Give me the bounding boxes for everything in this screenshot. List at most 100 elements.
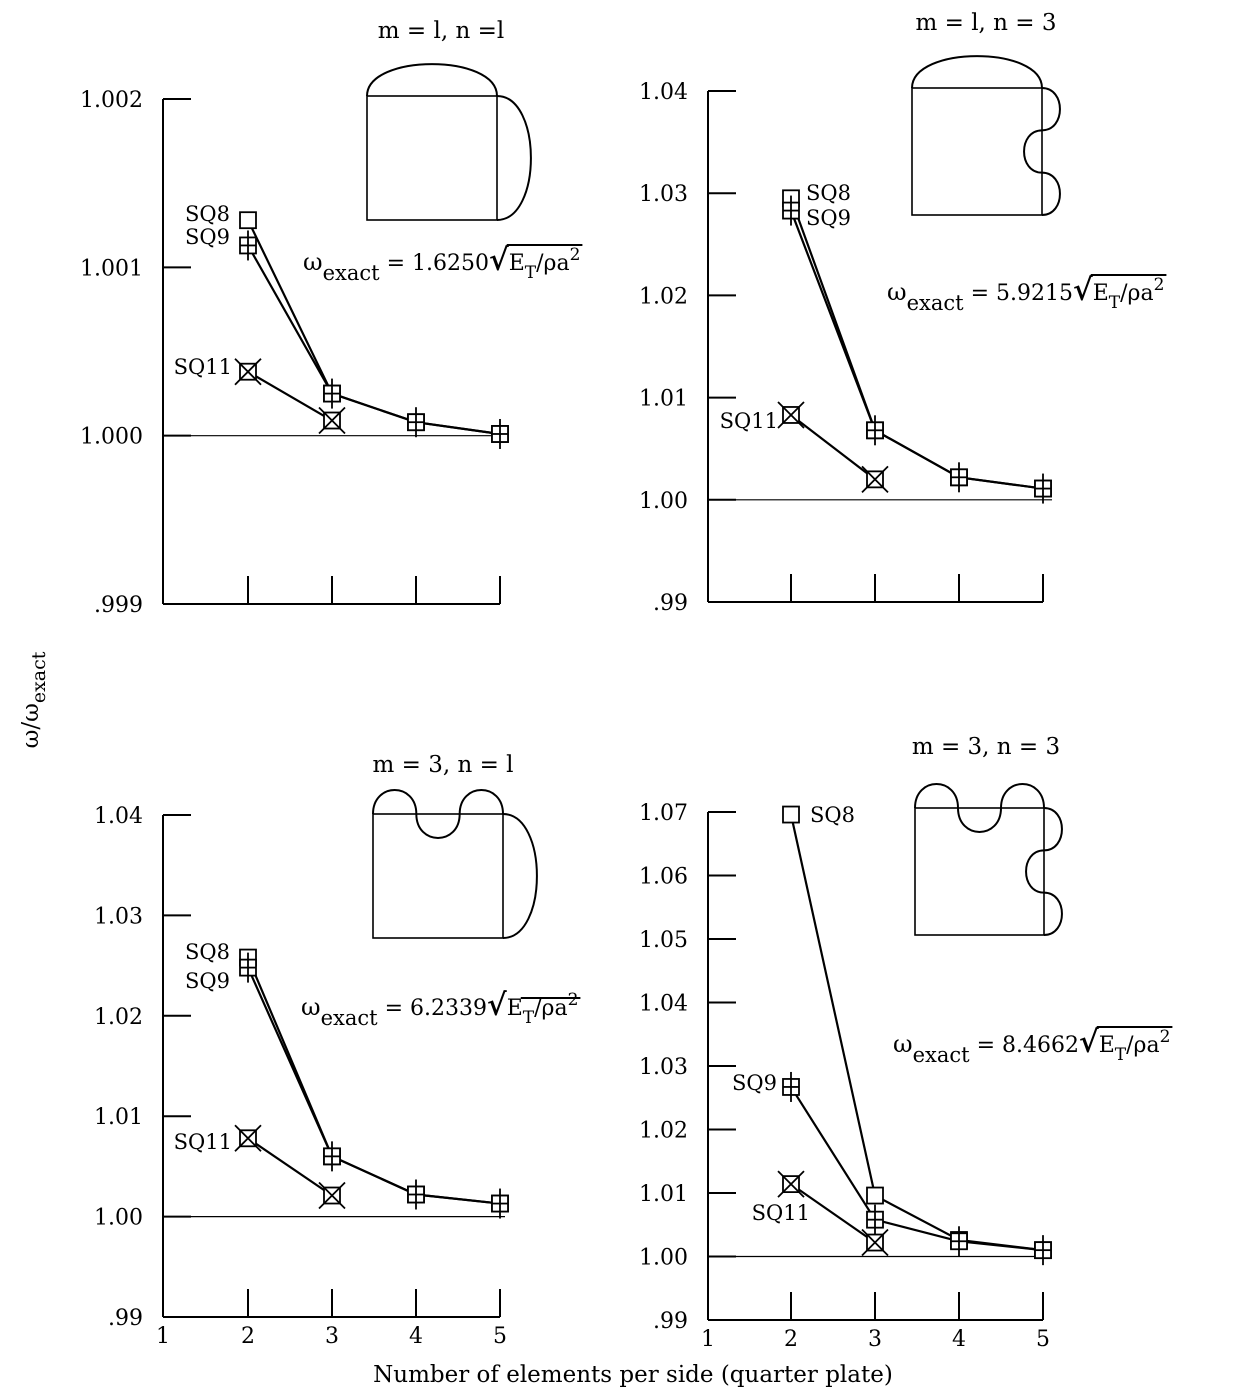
mode-shape-inset: [372, 789, 538, 939]
panel-title: m = l, n = 3: [915, 10, 1056, 36]
marker-x-diagonal: [234, 358, 262, 386]
x-tick-label: 4: [952, 1327, 966, 1352]
data-point-sq11: [318, 406, 346, 435]
series-label-sq9: SQ9: [732, 1071, 777, 1095]
omega-symbol: ω: [301, 993, 321, 1021]
data-point-sq9: [239, 230, 257, 261]
mode-shape-top-wave: [372, 789, 504, 839]
mode-shape-right-wave: [496, 95, 532, 221]
radicand: E: [1093, 281, 1109, 306]
radicand: E: [507, 996, 523, 1021]
radicand-tail: /ρa: [536, 251, 569, 276]
series-label-sq11: SQ11: [174, 1130, 232, 1154]
series-label-sq9: SQ9: [185, 225, 230, 249]
mode-shape-inset: [366, 63, 532, 221]
marker-x-diagonal: [861, 465, 889, 493]
y-axis-label: ω/ωexact: [18, 651, 50, 748]
data-point-sq9: [323, 1141, 341, 1172]
y-tick-label: 1.00: [639, 489, 688, 514]
data-point-sq9: [866, 1204, 884, 1235]
omega-exact-formula: ωexact = 5.9215√ET/ρa2: [887, 273, 1164, 315]
data-point-sq8: [782, 805, 800, 824]
y-tick-label: 1.03: [639, 182, 688, 207]
y-tick-label: 1.04: [639, 80, 688, 105]
omega-symbol: ω: [893, 1030, 913, 1058]
panel-m3-n3: .99 1.00 1.01 1.02 1.03 1.04 1.05 1.06 1.07 1 2 3 4 5…: [639, 734, 1173, 1352]
data-point-sq9: [782, 195, 800, 226]
mode-shape-right-wave: [502, 813, 538, 939]
y-tick-label: 1.03: [94, 904, 143, 929]
data-point-sq9: [407, 407, 425, 438]
series-line-sq9: [790, 1086, 1044, 1252]
mode-shape-top-wave: [914, 783, 1045, 833]
omega-subscript: exact: [913, 1043, 971, 1067]
y-tick-label: .999: [94, 593, 143, 618]
x-tick-label: 3: [325, 1324, 339, 1349]
data-point-sq11: [234, 1124, 262, 1152]
mode-shape-inset: [911, 55, 1061, 216]
mode-shape-right-wave: [1023, 87, 1061, 216]
radicand-subscript: T: [1109, 293, 1121, 313]
radicand-superscript: 2: [1160, 1027, 1171, 1047]
data-point-sq8: [866, 1186, 884, 1205]
series-label-sq9: SQ9: [806, 206, 851, 230]
radicand-superscript: 2: [568, 990, 579, 1010]
radicand-subscript: T: [525, 263, 537, 283]
omega-symbol: ω: [887, 278, 907, 306]
y-tick-label: 1.00: [94, 1206, 143, 1231]
omega-symbol: ω: [303, 248, 323, 276]
series-label-sq8: SQ8: [806, 181, 851, 205]
sqrt-symbol: √: [487, 988, 507, 1023]
x-tick-label: 2: [784, 1327, 798, 1352]
x-tick-label: 1: [701, 1327, 715, 1352]
series-line-sq9: [247, 244, 501, 436]
series-label-sq11: SQ11: [720, 409, 778, 433]
data-point-sq11: [234, 358, 262, 386]
marker-x-diagonal: [318, 1181, 346, 1210]
mode-shape-plate: [372, 813, 504, 939]
y-tick-label: 1.04: [639, 992, 688, 1017]
radicand-tail: /ρa: [1120, 281, 1153, 306]
x-axis-label: Number of elements per side (quarter pla…: [373, 1362, 893, 1388]
series-label-sq8: SQ8: [810, 803, 855, 827]
y-axis-label-sub: exact: [28, 651, 50, 703]
omega-value: = 8.4662: [970, 1033, 1079, 1058]
series-label-sq8: SQ8: [185, 940, 230, 964]
data-point-sq9: [407, 1179, 425, 1210]
y-tick-label: 1.05: [639, 928, 688, 953]
mode-shape-plate: [914, 807, 1045, 936]
data-point-sq9: [491, 1188, 509, 1219]
data-point-sq11: [777, 1170, 805, 1198]
mode-shape-inset: [914, 783, 1063, 936]
data-point-sq9: [1034, 473, 1052, 504]
radicand: E: [509, 251, 525, 276]
sqrt-symbol: √: [1079, 1025, 1099, 1060]
y-tick-label: 1.02: [639, 1119, 688, 1144]
omega-value: = 6.2339: [378, 996, 487, 1021]
y-tick-label: 1.04: [94, 804, 143, 829]
sqrt-symbol: √: [1073, 273, 1093, 308]
series-line-sq11: [247, 1137, 333, 1197]
mode-shape-right-wave: [1025, 807, 1063, 936]
data-point-sq9: [1034, 1235, 1052, 1266]
marker-x-diagonal: [318, 406, 346, 435]
series-line-sq9: [246, 967, 501, 1205]
panel-title: m = l, n =l: [378, 18, 504, 44]
marker-square: [782, 805, 800, 824]
radicand-subscript: T: [1115, 1045, 1127, 1065]
y-tick-label: 1.01: [639, 1182, 688, 1207]
data-point-sq8: [239, 211, 257, 230]
series-label-sq11: SQ11: [174, 355, 232, 379]
marker-x-diagonal: [234, 1124, 262, 1152]
y-tick-label: .99: [653, 1309, 688, 1334]
omega-subscript: exact: [907, 291, 965, 315]
radicand: E: [1099, 1033, 1115, 1058]
y-tick-label: 1.03: [639, 1055, 688, 1080]
omega-value: = 1.6250: [380, 251, 489, 276]
y-tick-label: .99: [653, 591, 688, 616]
omega-value: = 5.9215: [964, 281, 1073, 306]
x-tick-label: 5: [493, 1324, 507, 1349]
y-tick-label: 1.001: [80, 256, 143, 281]
